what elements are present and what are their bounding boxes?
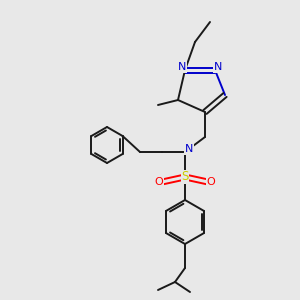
Text: O: O	[207, 177, 215, 187]
Text: S: S	[181, 170, 189, 184]
Text: N: N	[178, 62, 186, 72]
Text: O: O	[154, 177, 164, 187]
Text: N: N	[214, 62, 222, 72]
Text: N: N	[185, 144, 193, 154]
